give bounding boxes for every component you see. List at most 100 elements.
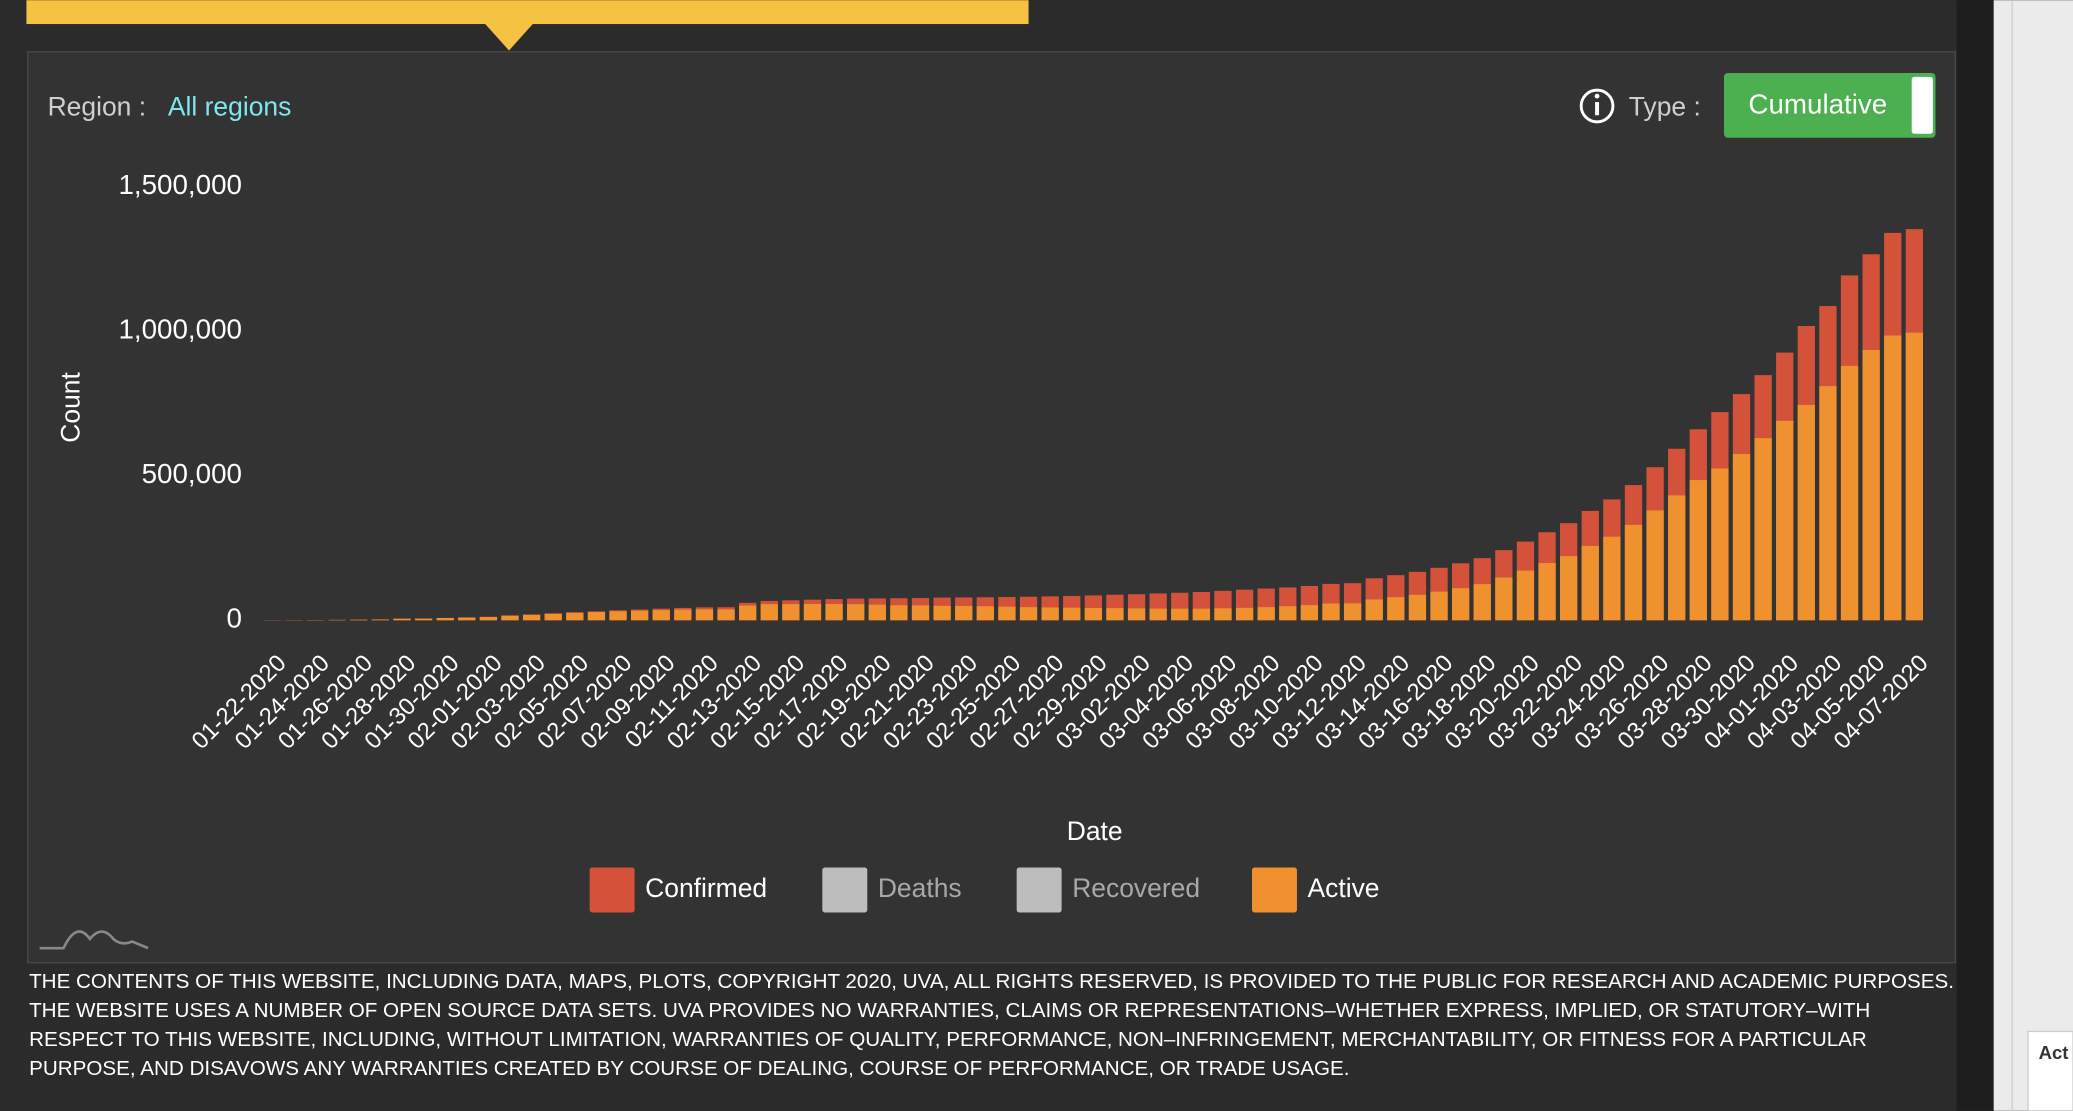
- logo: [39, 930, 149, 950]
- bar: [955, 605, 973, 621]
- side-panel: [1993, 0, 2073, 1111]
- bar: [911, 605, 930, 621]
- bar: [998, 606, 1016, 621]
- bar: [1106, 608, 1124, 621]
- bar: [1495, 577, 1513, 621]
- bar: [1149, 608, 1167, 621]
- bar: [458, 617, 476, 621]
- footer-text: THE CONTENTS OF THIS WEBSITE, INCLUDING …: [29, 970, 1955, 1081]
- bar: [1884, 335, 1902, 621]
- bar: [1840, 365, 1859, 621]
- info-icon[interactable]: [1579, 88, 1615, 124]
- bar: [760, 604, 778, 621]
- y-tick-label: 0: [227, 603, 242, 634]
- bar: [1214, 608, 1232, 621]
- bar: [1279, 606, 1297, 621]
- tab-pointer: [485, 24, 533, 51]
- bar: [1646, 510, 1664, 621]
- bar: [1365, 599, 1383, 621]
- bar: [609, 611, 627, 621]
- bar: [522, 614, 541, 621]
- bar: [1387, 597, 1405, 621]
- bar: [1905, 332, 1923, 621]
- legend-swatch: [822, 867, 868, 913]
- legend-swatch: [1251, 867, 1297, 913]
- legend-label: Active: [1308, 873, 1380, 903]
- bar: [1689, 480, 1707, 621]
- x-axis-label: Date: [1067, 816, 1123, 846]
- toggle-knob: [1911, 76, 1933, 134]
- bar: [1516, 570, 1535, 621]
- side-card: [2027, 1030, 2073, 1111]
- legend-label: Deaths: [878, 873, 962, 903]
- bar: [1560, 556, 1578, 621]
- region-value[interactable]: All regions: [168, 92, 291, 122]
- bar: [1451, 588, 1470, 621]
- footer-box: THE CONTENTS OF THIS WEBSITE, INCLUDING …: [29, 970, 1955, 1081]
- bar: [803, 603, 822, 621]
- bar: [1257, 607, 1275, 621]
- type-label: Type :: [1629, 92, 1701, 122]
- tab-active[interactable]: [26, 0, 1029, 25]
- scrollbar-gutter: [1956, 0, 1994, 1111]
- bar: [652, 610, 670, 621]
- y-tick-label: 500,000: [142, 458, 242, 489]
- bar: [544, 613, 562, 621]
- bar: [933, 605, 951, 621]
- bar: [1343, 603, 1362, 621]
- bar: [1408, 594, 1427, 621]
- legend-label: Recovered: [1072, 873, 1200, 903]
- bar: [825, 604, 843, 621]
- bar: [782, 604, 800, 621]
- bar: [1473, 584, 1491, 621]
- bar: [350, 619, 368, 621]
- bar: [1171, 608, 1189, 621]
- bar: [1581, 545, 1599, 621]
- bar: [414, 618, 433, 621]
- bar: [890, 605, 908, 621]
- bar: [1624, 524, 1643, 621]
- type-toggle[interactable]: [1723, 72, 1936, 138]
- legend-swatch: [1016, 867, 1062, 913]
- bar: [1732, 454, 1751, 621]
- bar: [976, 606, 994, 621]
- bar: [566, 612, 584, 621]
- legend-label: Confirmed: [645, 873, 767, 903]
- bar: [436, 617, 454, 621]
- bar: [1127, 608, 1146, 621]
- bar: [1322, 603, 1340, 621]
- bar: [1711, 468, 1729, 621]
- bar: [1300, 605, 1319, 621]
- bar: [371, 619, 390, 621]
- legend-swatch: [589, 867, 635, 913]
- bar: [1430, 591, 1448, 621]
- bar: [868, 604, 886, 621]
- side-text: Act: [2039, 1042, 2069, 1063]
- bar: [674, 609, 692, 621]
- y-tick-label: 1,500,000: [118, 169, 241, 200]
- bar: [1603, 536, 1621, 621]
- bar: [1862, 349, 1880, 621]
- y-axis-label: Count: [56, 372, 86, 443]
- chart-panel: [27, 51, 1956, 964]
- bar: [501, 615, 519, 621]
- bar: [587, 612, 606, 621]
- bar: [1084, 607, 1102, 621]
- bar: [1192, 608, 1211, 621]
- bar: [1063, 607, 1081, 621]
- bar: [479, 616, 498, 621]
- bar: [1776, 420, 1794, 621]
- bar: [695, 609, 714, 621]
- bar: [1819, 386, 1837, 621]
- bar: [393, 618, 411, 621]
- type-button-text: Cumulative: [1748, 88, 1887, 119]
- bar: [1019, 607, 1038, 621]
- bar: [1538, 563, 1556, 621]
- info-icon-dot: [1594, 93, 1600, 99]
- bar: [717, 609, 735, 621]
- bar: [1797, 404, 1815, 621]
- bar: [1041, 607, 1059, 621]
- bar: [630, 610, 649, 621]
